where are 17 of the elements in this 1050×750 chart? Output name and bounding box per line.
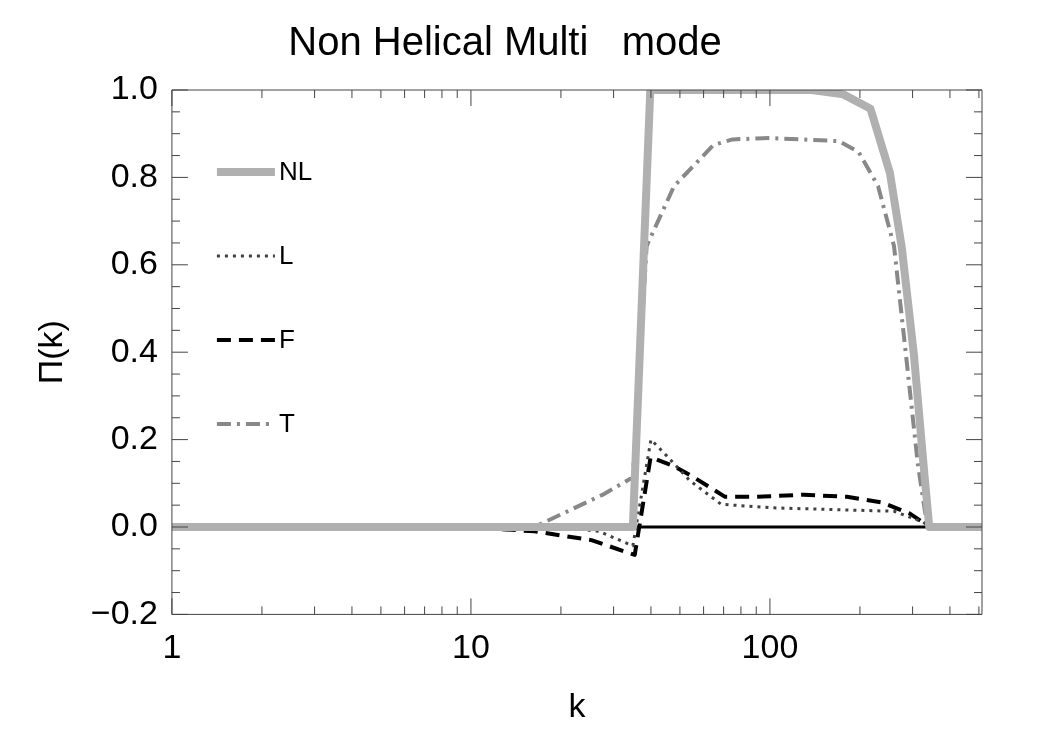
chart-title: Non Helical Multi mode [288,19,722,64]
y-tick-label: −0.2 [90,592,158,631]
legend-label: F [278,324,295,355]
x-tick-label: 100 [741,627,799,666]
y-axis-title: Π(k) [30,320,69,385]
y-tick-label: 0.2 [110,417,158,456]
legend-label: NL [278,156,313,187]
y-tick-label: 1.0 [110,68,158,107]
legend-label: T [278,408,295,439]
x-tick-label: 10 [452,627,490,666]
y-tick-label: 0.0 [110,505,158,544]
x-axis-title: k [568,685,587,724]
x-tick-label: 1 [162,627,182,666]
y-tick-label: 0.4 [110,330,158,369]
y-tick-label: 0.6 [110,243,158,282]
y-tick-label: 0.8 [110,155,158,194]
legend-label: L [278,240,294,271]
